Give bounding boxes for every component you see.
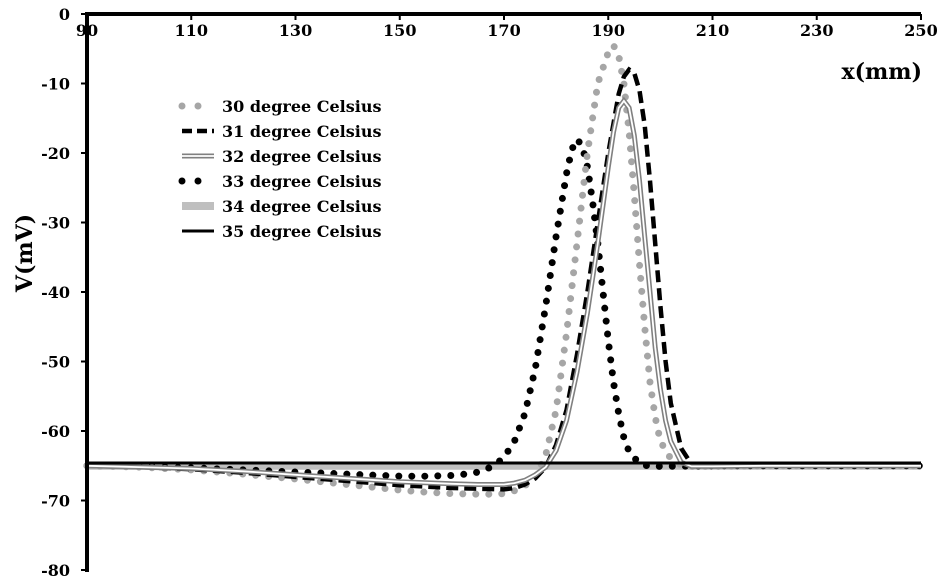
x-tick-label: 170 bbox=[487, 21, 520, 40]
legend-item-35-degree: 35 degree Celsius bbox=[182, 222, 381, 241]
x-tick-label: 190 bbox=[592, 21, 625, 40]
x-tick-label: 90 bbox=[76, 21, 98, 40]
y-tick-label: -50 bbox=[41, 353, 70, 372]
y-tick-label: -40 bbox=[41, 283, 70, 302]
legend-label: 31 degree Celsius bbox=[222, 122, 381, 141]
x-axis-title: x(mm) bbox=[842, 59, 923, 85]
legend-label: 30 degree Celsius bbox=[222, 97, 381, 116]
x-tick-label: 150 bbox=[383, 21, 416, 40]
legend-item-33-degree: 33 degree Celsius bbox=[178, 172, 381, 191]
legend-label: 33 degree Celsius bbox=[222, 172, 381, 191]
y-tick-label: -20 bbox=[41, 144, 70, 163]
legend-item-34-degree: 34 degree Celsius bbox=[182, 197, 381, 216]
series-layer bbox=[83, 38, 925, 498]
y-tick-label: -70 bbox=[41, 492, 70, 511]
x-tick-label: 230 bbox=[800, 21, 833, 40]
y-tick-label: 0 bbox=[59, 5, 70, 24]
y-axis-title: V(mV) bbox=[12, 214, 38, 293]
y-tick-label: -60 bbox=[41, 422, 70, 441]
x-tick-label: 250 bbox=[904, 21, 937, 40]
y-tick-label: -30 bbox=[41, 214, 70, 233]
series-32-degree-line-inner bbox=[86, 99, 921, 486]
legend-item-32-degree: 32 degree Celsius bbox=[182, 147, 381, 166]
legend-label: 34 degree Celsius bbox=[222, 197, 381, 216]
legend-item-31-degree: 31 degree Celsius bbox=[182, 122, 381, 141]
legend-label: 35 degree Celsius bbox=[222, 222, 381, 241]
y-tick-label: -80 bbox=[41, 561, 70, 580]
y-tick-label: -10 bbox=[41, 75, 70, 94]
legend-item-30-degree: 30 degree Celsius bbox=[178, 97, 381, 116]
legend-label: 32 degree Celsius bbox=[222, 147, 381, 166]
series-31-degree-line bbox=[86, 66, 921, 492]
x-tick-label: 130 bbox=[279, 21, 312, 40]
x-tick-label: 210 bbox=[696, 21, 729, 40]
series-33-degree-line bbox=[83, 132, 925, 480]
legend: 30 degree Celsius 31 degree Celsius 32 deg… bbox=[178, 97, 381, 241]
x-tick-label: 110 bbox=[175, 21, 208, 40]
ticks-layer: 90 110 130 150 170 190 210 230 250 0 -10 -20 -30 -40 -… bbox=[41, 5, 938, 580]
series-30-degree-line bbox=[83, 38, 925, 498]
